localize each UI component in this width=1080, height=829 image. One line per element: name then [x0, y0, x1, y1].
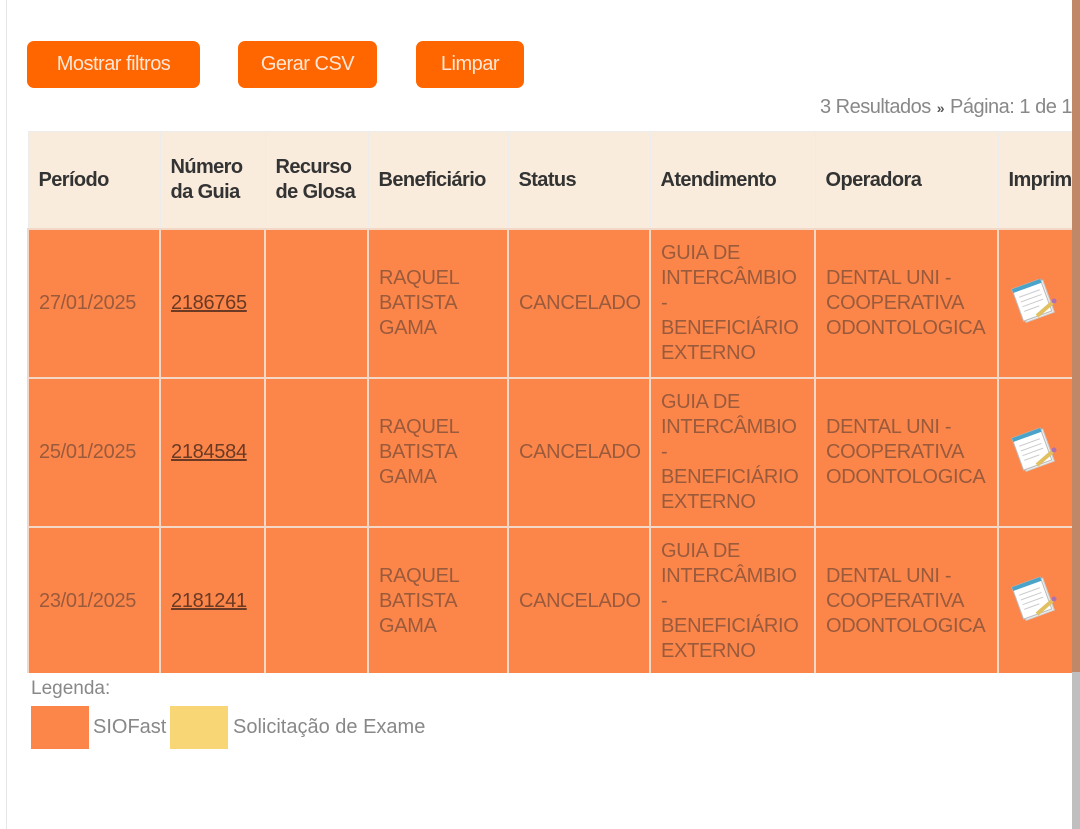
generate-csv-button[interactable]: Gerar CSV	[238, 41, 377, 88]
cell-beneficiario: RAQUEL BATISTA GAMA	[367, 228, 509, 379]
cell-status: CANCELADO	[507, 377, 651, 528]
cell-status: CANCELADO	[507, 228, 651, 379]
cell-recurso-glosa	[264, 526, 369, 673]
print-document-icon[interactable]	[1009, 425, 1061, 480]
cell-imprimir	[997, 526, 1072, 673]
page-indicator: Página: 1 de 1	[950, 96, 1073, 118]
print-document-icon[interactable]	[1009, 276, 1061, 331]
legend-swatch-siofast	[31, 706, 89, 749]
cell-periodo: 27/01/2025	[27, 228, 161, 379]
table-row: 27/01/2025 2186765 RAQUEL BATISTA GAMA CANC…	[27, 228, 1072, 379]
pagination-info: 3 Resultados » Página: 1 de 1	[819, 96, 1073, 119]
table-header-row: Período Número da Guia Recurso de Glosa …	[27, 131, 1072, 230]
header-beneficiario[interactable]: Beneficiário	[367, 131, 509, 230]
guia-link[interactable]: 2186765	[171, 292, 247, 314]
legend-label-exame: Solicitação de Exame	[233, 716, 426, 738]
guia-link[interactable]: 2184584	[171, 441, 247, 463]
cell-beneficiario: RAQUEL BATISTA GAMA	[367, 377, 509, 528]
header-numero-guia[interactable]: Número da Guia	[159, 131, 266, 230]
cell-recurso-glosa	[264, 228, 369, 379]
page-border	[6, 0, 7, 829]
cell-beneficiario: RAQUEL BATISTA GAMA	[367, 526, 509, 673]
scrollbar-thumb[interactable]	[1072, 0, 1080, 672]
show-filters-button[interactable]: Mostrar filtros	[27, 41, 200, 88]
cell-atendimento: GUIA DE INTERCÂMBIO - BENEFICIÁRIO EXTER…	[649, 377, 816, 528]
legend-title: Legenda:	[31, 678, 111, 699]
cell-atendimento: GUIA DE INTERCÂMBIO - BENEFICIÁRIO EXTER…	[649, 228, 816, 379]
cell-recurso-glosa	[264, 377, 369, 528]
results-count: 3 Resultados	[819, 96, 931, 118]
scrollbar[interactable]	[1072, 0, 1080, 829]
cell-periodo: 23/01/2025	[27, 526, 161, 673]
cell-imprimir	[997, 228, 1072, 379]
guia-link[interactable]: 2181241	[171, 590, 247, 612]
header-recurso-glosa[interactable]: Recurso de Glosa	[264, 131, 369, 230]
header-status[interactable]: Status	[507, 131, 651, 230]
clear-button[interactable]: Limpar	[416, 41, 524, 88]
legend-label-siofast: SIOFast	[93, 716, 167, 738]
print-document-icon[interactable]	[1009, 574, 1061, 629]
table-row: 23/01/2025 2181241 RAQUEL BATISTA GAMA CANC…	[27, 526, 1072, 673]
cell-periodo: 25/01/2025	[27, 377, 161, 528]
legend-swatch-exame	[170, 706, 228, 749]
cell-status: CANCELADO	[507, 526, 651, 673]
cell-imprimir	[997, 377, 1072, 528]
cell-numero-guia: 2181241	[159, 526, 266, 673]
cell-numero-guia: 2186765	[159, 228, 266, 379]
cell-numero-guia: 2184584	[159, 377, 266, 528]
results-table: Período Número da Guia Recurso de Glosa …	[27, 131, 1072, 673]
double-chevron-right-icon[interactable]: »	[936, 100, 945, 116]
header-operadora[interactable]: Operadora	[814, 131, 999, 230]
header-imprimir[interactable]: Imprimir	[997, 131, 1072, 230]
cell-operadora: DENTAL UNI - COOPERATIVA ODONTOLOGICA	[814, 526, 999, 673]
cell-operadora: DENTAL UNI - COOPERATIVA ODONTOLOGICA	[814, 377, 999, 528]
cell-atendimento: GUIA DE INTERCÂMBIO - BENEFICIÁRIO EXTER…	[649, 526, 816, 673]
header-periodo[interactable]: Período	[27, 131, 161, 230]
table-row: 25/01/2025 2184584 RAQUEL BATISTA GAMA CANC…	[27, 377, 1072, 528]
cell-operadora: DENTAL UNI - COOPERATIVA ODONTOLOGICA	[814, 228, 999, 379]
header-atendimento[interactable]: Atendimento	[649, 131, 816, 230]
